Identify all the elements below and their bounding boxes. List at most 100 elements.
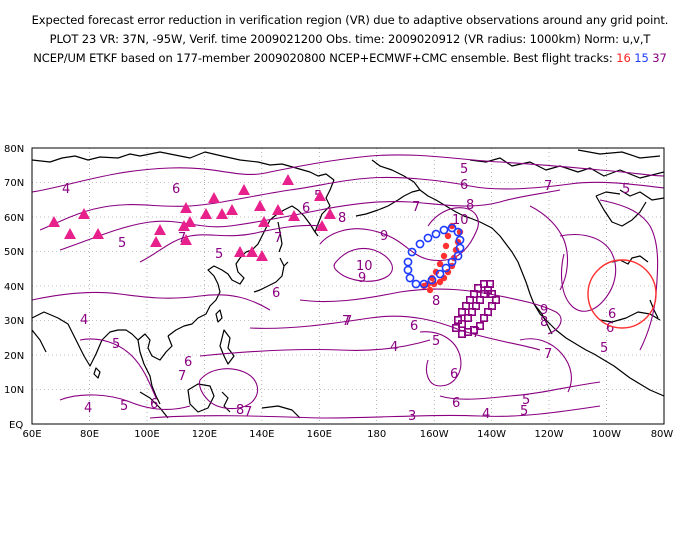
verification-region-circle: [587, 259, 657, 329]
alaska-coast: [371, 159, 471, 219]
longitude-labels: 60E 80E 100E 120E 140E 160E 180 160W 140…: [22, 429, 673, 440]
track-15-point: [455, 243, 465, 253]
china-coast: [167, 251, 247, 337]
contour-label: 7: [244, 405, 252, 420]
lat-label: EQ: [9, 420, 23, 431]
contour-label: 4: [84, 401, 92, 416]
canada-islands: [577, 149, 664, 201]
contour-label: 7: [342, 314, 350, 329]
baja: [533, 303, 553, 335]
observation-triangle: [180, 234, 192, 245]
sri-lanka: [93, 367, 101, 379]
observation-triangle: [258, 216, 270, 227]
contour-label: 5: [120, 399, 128, 414]
contour-label: 8: [432, 294, 440, 309]
contour-label: 7: [544, 179, 552, 194]
arctic-canada-coast: [469, 157, 664, 179]
contour-label: 5: [622, 182, 630, 197]
contour-label: 6: [410, 319, 418, 334]
title-line-3-text: NCEP/UM ETKF based on 177-member 2009020…: [33, 51, 613, 65]
contour-label: 6: [272, 286, 280, 301]
track-37-point: [491, 295, 500, 304]
track-37-label: 37: [652, 51, 667, 65]
arabia-coast: [32, 329, 47, 353]
observation-triangle: [234, 246, 246, 257]
observation-triangle: [154, 224, 166, 235]
contour-label: 6: [608, 307, 616, 322]
track-37-point: [453, 315, 462, 324]
lat-label: 10N: [4, 385, 24, 396]
aleutians: [355, 199, 399, 217]
flight-track-37: [451, 279, 500, 338]
contour-label: 7: [274, 231, 282, 246]
track-37-point: [457, 329, 466, 338]
india-coast: [32, 311, 139, 367]
track-15-point: [407, 247, 417, 257]
track-16-point: [436, 278, 444, 286]
track-37-point: [473, 283, 482, 292]
track-15-point: [455, 235, 465, 245]
contour-label: 6: [606, 321, 614, 336]
contour-label: 6: [150, 397, 158, 412]
observation-triangles: [48, 174, 336, 261]
contour-label: 4: [62, 182, 70, 197]
contour-label: 8: [540, 315, 548, 330]
contour-label: 5: [215, 247, 223, 262]
contour-label: 9: [358, 271, 366, 286]
observation-triangle: [78, 208, 90, 219]
lat-label: 40N: [4, 282, 24, 293]
contour-label: 4: [390, 340, 398, 355]
malay-peninsula: [151, 385, 161, 405]
contour-label: 4: [80, 313, 88, 328]
contour-label: 10: [356, 259, 373, 274]
contour-label: 8: [236, 403, 244, 418]
contour-lines: [32, 154, 664, 419]
observation-triangle: [216, 208, 228, 219]
contour-label: 7: [412, 200, 420, 215]
lon-label: 80W: [651, 429, 674, 440]
lat-label: 60N: [4, 213, 24, 224]
track-16-point: [436, 260, 444, 268]
lon-label: 160W: [420, 429, 449, 440]
lon-label: 180: [367, 429, 386, 440]
lat-label: 30N: [4, 316, 24, 327]
contour-label: 5: [460, 162, 468, 177]
track-15-label: 15: [634, 51, 649, 65]
lat-label: 80N: [4, 144, 24, 155]
lon-label: 120E: [192, 429, 217, 440]
eurasia-north-coast: [32, 151, 335, 181]
observation-triangle: [282, 174, 294, 185]
track-15-point: [415, 239, 425, 249]
contour-label: 9: [380, 229, 388, 244]
contour-label: 6: [450, 367, 458, 382]
track-15-point: [403, 265, 413, 275]
contour-labels: 4 5 6 7 5 6 7 5 6 7 8 9 10 5 6 7 8 9 10 …: [62, 162, 630, 424]
contour-label: 5: [432, 334, 440, 349]
track-16-point: [442, 242, 450, 250]
indochina-coast: [137, 333, 173, 387]
contour-label: 5: [112, 337, 120, 352]
sakhalin: [277, 221, 283, 253]
hudson-bay: [595, 191, 647, 227]
contour-label: 3: [408, 409, 416, 424]
observation-triangle: [208, 192, 220, 203]
track-37-point: [451, 323, 460, 332]
observation-triangle: [246, 246, 258, 257]
track-15-point: [435, 269, 445, 279]
japan-coast: [253, 257, 289, 293]
track-15-point: [405, 273, 415, 283]
lon-label: 100W: [592, 429, 621, 440]
observation-triangle: [200, 208, 212, 219]
track-15-point: [427, 275, 437, 285]
track-15-point: [447, 223, 457, 233]
sumatra: [139, 391, 169, 419]
observation-triangle: [238, 184, 250, 195]
title-line-1: Expected forecast error reduction in ver…: [31, 13, 669, 27]
coastlines: [32, 149, 664, 419]
new-guinea: [261, 405, 301, 419]
track-16-point: [440, 252, 448, 260]
observation-triangle: [226, 204, 238, 215]
observation-triangle: [178, 220, 190, 231]
contour-label: 8: [466, 198, 474, 213]
latitude-labels: 80N 70N 60N 50N 40N 30N 20N 10N EQ: [4, 144, 24, 431]
